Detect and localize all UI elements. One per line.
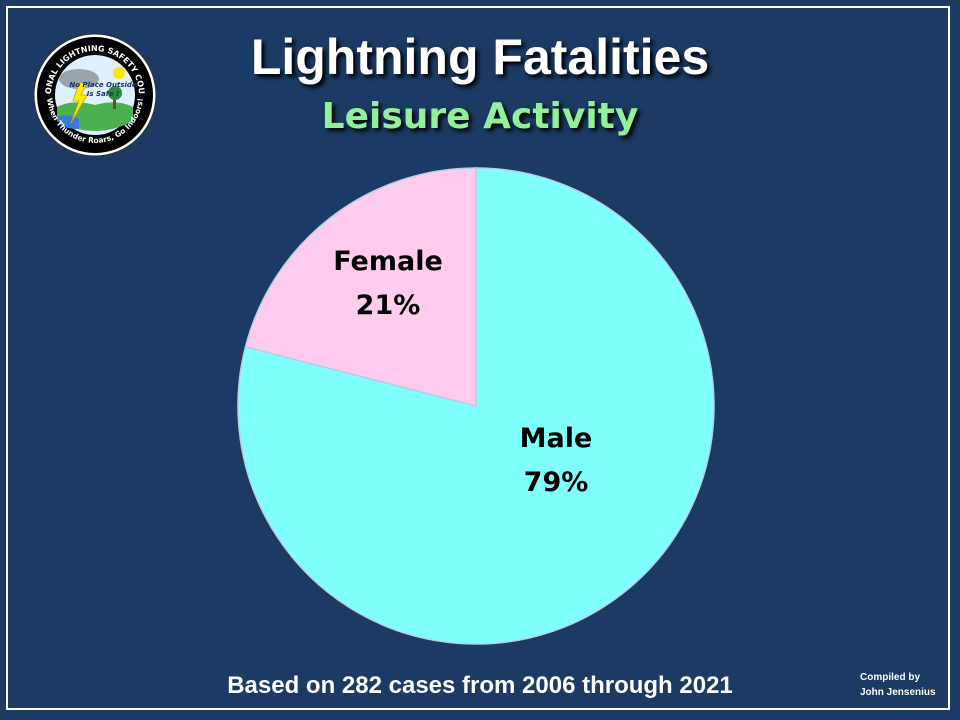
footer-note: Based on 282 cases from 2006 through 202… (227, 672, 733, 699)
slide-frame (6, 6, 950, 710)
slice-name-female: Female (333, 246, 443, 277)
slice-value-female: 21% (356, 290, 421, 321)
credit-line-2: John Jensenius (860, 687, 936, 698)
logo-center-line-2: Is Safe ! (87, 90, 119, 98)
slice-value-male: 79% (524, 467, 589, 498)
pie-slice-female (244, 167, 477, 407)
credit-line-1: Compiled by (860, 672, 921, 683)
chart-subtitle: Leisure Activity (321, 96, 639, 137)
council-logo: No Place Outside Is Safe ! NATIONAL LIGH… (33, 33, 157, 157)
chart-title: Lightning Fatalities (250, 29, 710, 85)
slice-name-male: Male (520, 423, 593, 454)
credit-note: Compiled by John Jensenius (860, 670, 950, 700)
logo-center-line-1: No Place Outside (69, 81, 137, 89)
